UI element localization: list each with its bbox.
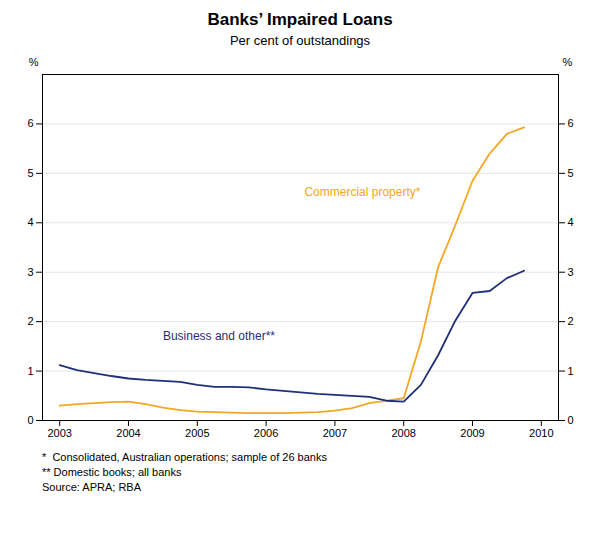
svg-text:6: 6 (568, 117, 574, 129)
svg-text:2010: 2010 (529, 427, 553, 439)
svg-text:2006: 2006 (254, 427, 278, 439)
svg-text:0: 0 (568, 414, 574, 426)
svg-text:2: 2 (27, 315, 33, 327)
svg-text:2008: 2008 (391, 427, 415, 439)
svg-text:%: % (563, 56, 573, 68)
html-text:Per cent of outstandings: Per cent of outstandings (229, 33, 371, 48)
svg-text:0: 0 (27, 414, 33, 426)
svg-text:Commercial property*: Commercial property* (304, 185, 420, 199)
html-text:** Domestic books; all banks: ** Domestic books; all banks (42, 466, 182, 478)
svg-text:6: 6 (27, 117, 33, 129)
svg-text:2005: 2005 (185, 427, 209, 439)
svg-text:3: 3 (568, 266, 574, 278)
html-text:* Consolidated, Australian ope: * Consolidated, Australian operations; s… (42, 451, 327, 463)
svg-text:1: 1 (568, 365, 574, 377)
svg-text:%: % (29, 56, 39, 68)
svg-text:2004: 2004 (116, 427, 140, 439)
svg-text:2003: 2003 (47, 427, 71, 439)
svg-text:5: 5 (568, 167, 574, 179)
svg-text:2009: 2009 (460, 427, 484, 439)
svg-text:2007: 2007 (323, 427, 347, 439)
html-text:Banks’ Impaired Loans: Banks’ Impaired Loans (207, 10, 393, 29)
svg-text:2: 2 (568, 315, 574, 327)
svg-text:4: 4 (568, 216, 574, 228)
svg-text:3: 3 (27, 266, 33, 278)
svg-text:5: 5 (27, 167, 33, 179)
svg-text:4: 4 (27, 216, 33, 228)
html-text:Source: APRA; RBA: Source: APRA; RBA (42, 481, 141, 493)
svg-text:Business and other**: Business and other** (163, 329, 275, 343)
svg-text:1: 1 (27, 365, 33, 377)
